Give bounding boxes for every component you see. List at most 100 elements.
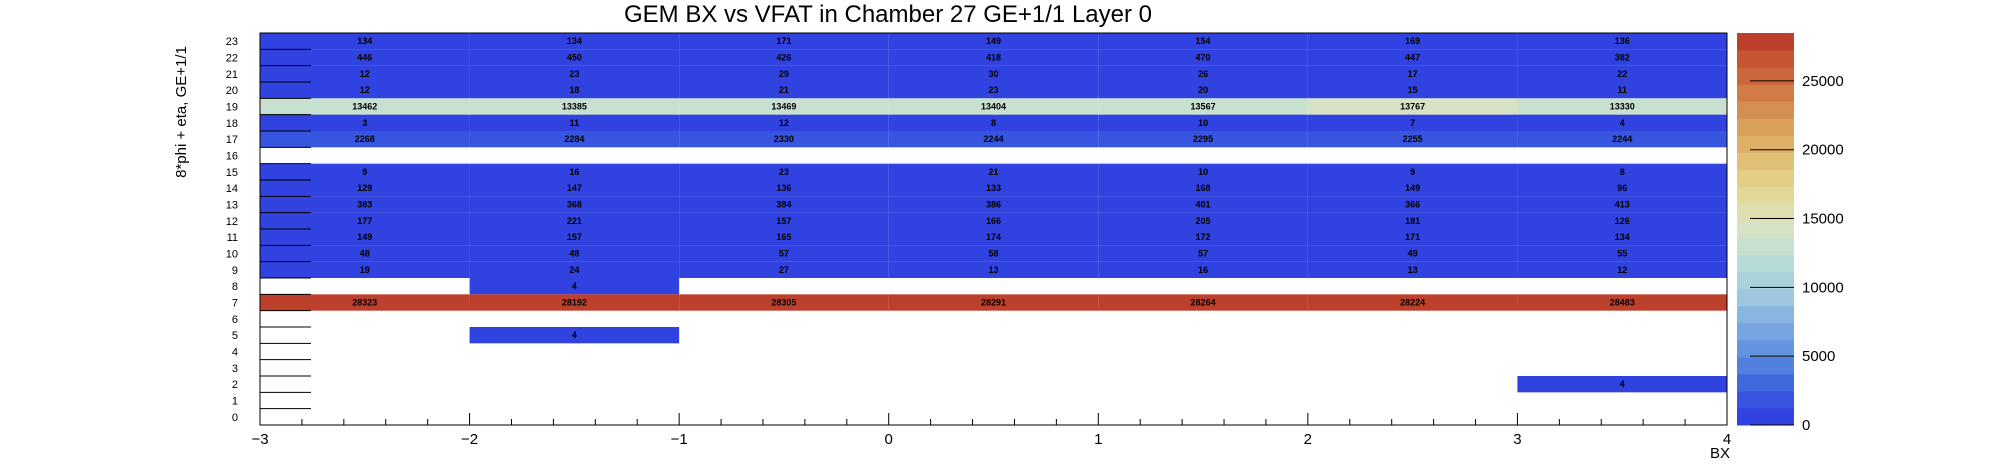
heatmap-cell [679, 261, 889, 278]
heatmap-cells [260, 33, 1727, 393]
heatmap-cell [260, 49, 470, 66]
x-axis: −3 −2 −1 0 1 2 3 4 [251, 413, 1731, 448]
heatmap-cell [1307, 180, 1518, 197]
heatmap-cell [1098, 261, 1308, 278]
heatmap-cell [1517, 131, 1727, 148]
cell-value-label: 418 [986, 53, 1001, 63]
x-tick-label: −2 [461, 431, 478, 448]
colorbar-band [1737, 84, 1794, 102]
colorbar-band [1737, 305, 1794, 324]
cell-value-label: 447 [1405, 53, 1420, 63]
heatmap-cell [1098, 294, 1308, 311]
cell-value-label: 26 [1198, 69, 1208, 79]
heatmap-cell [1098, 98, 1308, 115]
heatmap-cell [469, 98, 680, 115]
heatmap-cell [260, 294, 470, 311]
cell-value-label: 157 [567, 232, 582, 242]
heatmap-cell [679, 212, 889, 229]
cell-value-label: 12 [360, 85, 370, 95]
cell-value-label: 18 [569, 85, 579, 95]
heatmap-cell [260, 131, 470, 148]
cell-value-label: 9 [362, 167, 367, 177]
cell-value-label: 7 [1410, 118, 1415, 128]
y-tick-label: 3 [232, 363, 238, 375]
colorbar-tick-label: 25000 [1802, 73, 1844, 90]
cell-value-label: 21 [779, 85, 789, 95]
heatmap-cell [888, 131, 1099, 148]
cell-value-label: 221 [567, 216, 582, 226]
cell-value-label: 28291 [981, 298, 1006, 308]
heatmap-cell [1517, 98, 1727, 115]
y-tick-label: 9 [232, 265, 238, 277]
heatmap-cell [1517, 33, 1727, 50]
colorbar: 0 5000 10000 15000 20000 25000 [1737, 33, 1844, 434]
heatmap-cell [1517, 245, 1727, 262]
colorbar-band [1737, 220, 1794, 239]
colorbar-band [1737, 33, 1794, 51]
cell-value-label: 2255 [1403, 134, 1423, 144]
heatmap-cell [469, 196, 680, 213]
heatmap-cell [1307, 82, 1518, 99]
cell-value-label: 28483 [1610, 298, 1635, 308]
heatmap-cell [679, 114, 889, 131]
cell-value-label: 13 [988, 265, 998, 275]
heatmap-cell [469, 82, 680, 99]
heatmap-cell [888, 49, 1099, 66]
heatmap-cell [888, 245, 1099, 262]
heatmap-cell [260, 98, 470, 115]
cell-value-label: 3 [362, 118, 367, 128]
cell-value-label: 2268 [355, 134, 375, 144]
cell-value-label: 470 [1196, 53, 1211, 63]
heatmap-cell [1517, 212, 1727, 229]
colorbar-band [1737, 356, 1794, 375]
y-tick-label: 18 [226, 118, 238, 130]
heatmap-cell [679, 98, 889, 115]
cell-value-label: 169 [1405, 36, 1420, 46]
cell-value-label: 30 [988, 69, 998, 79]
cell-value-label: 134 [567, 36, 582, 46]
heatmap-cell [1307, 65, 1518, 82]
heatmap-cell [679, 65, 889, 82]
colorbar-band [1737, 67, 1794, 85]
cell-value-label: 136 [1615, 36, 1630, 46]
y-tick-label: 1 [232, 396, 238, 408]
heatmap-cell [888, 98, 1099, 115]
heatmap-cell [1517, 196, 1727, 213]
y-tick-label: 15 [226, 167, 238, 179]
heatmap-cell [1098, 49, 1308, 66]
y-tick-label: 23 [226, 36, 238, 48]
heatmap-cell [260, 180, 470, 197]
cell-value-label: 172 [1196, 232, 1211, 242]
cell-value-label: 12 [360, 69, 370, 79]
cell-value-label: 55 [1617, 249, 1627, 259]
cell-value-label: 13385 [562, 102, 587, 112]
cell-value-label: 134 [357, 36, 372, 46]
heatmap-cell [1098, 131, 1308, 148]
heatmap-cell [1517, 294, 1727, 311]
cell-value-label: 129 [357, 183, 372, 193]
y-tick-label: 17 [226, 134, 238, 146]
cell-value-label: 133 [986, 183, 1001, 193]
heatmap-cell [469, 294, 680, 311]
x-tick-label: 4 [1723, 431, 1731, 448]
heatmap-cell [1517, 180, 1727, 197]
cell-value-label: 147 [567, 183, 582, 193]
cell-value-label: 28224 [1400, 298, 1425, 308]
colorbar-band [1737, 203, 1794, 221]
cell-value-label: 126 [1615, 216, 1630, 226]
heatmap-cell [1098, 114, 1308, 131]
y-tick-label: 6 [232, 314, 238, 326]
heatmap-cell [1307, 245, 1518, 262]
colorbar-band [1737, 50, 1794, 68]
cell-value-label: 28305 [771, 298, 796, 308]
heatmap-cell [469, 163, 680, 180]
cell-value-label: 8 [1620, 167, 1625, 177]
heatmap-cell [260, 245, 470, 262]
cell-value-label: 13404 [981, 102, 1006, 112]
colorbar-band [1737, 237, 1794, 256]
heatmap-cell [469, 33, 680, 50]
heatmap-cell [469, 245, 680, 262]
y-axis-title: 8*phi + eta, GE+1/1 [173, 46, 190, 178]
